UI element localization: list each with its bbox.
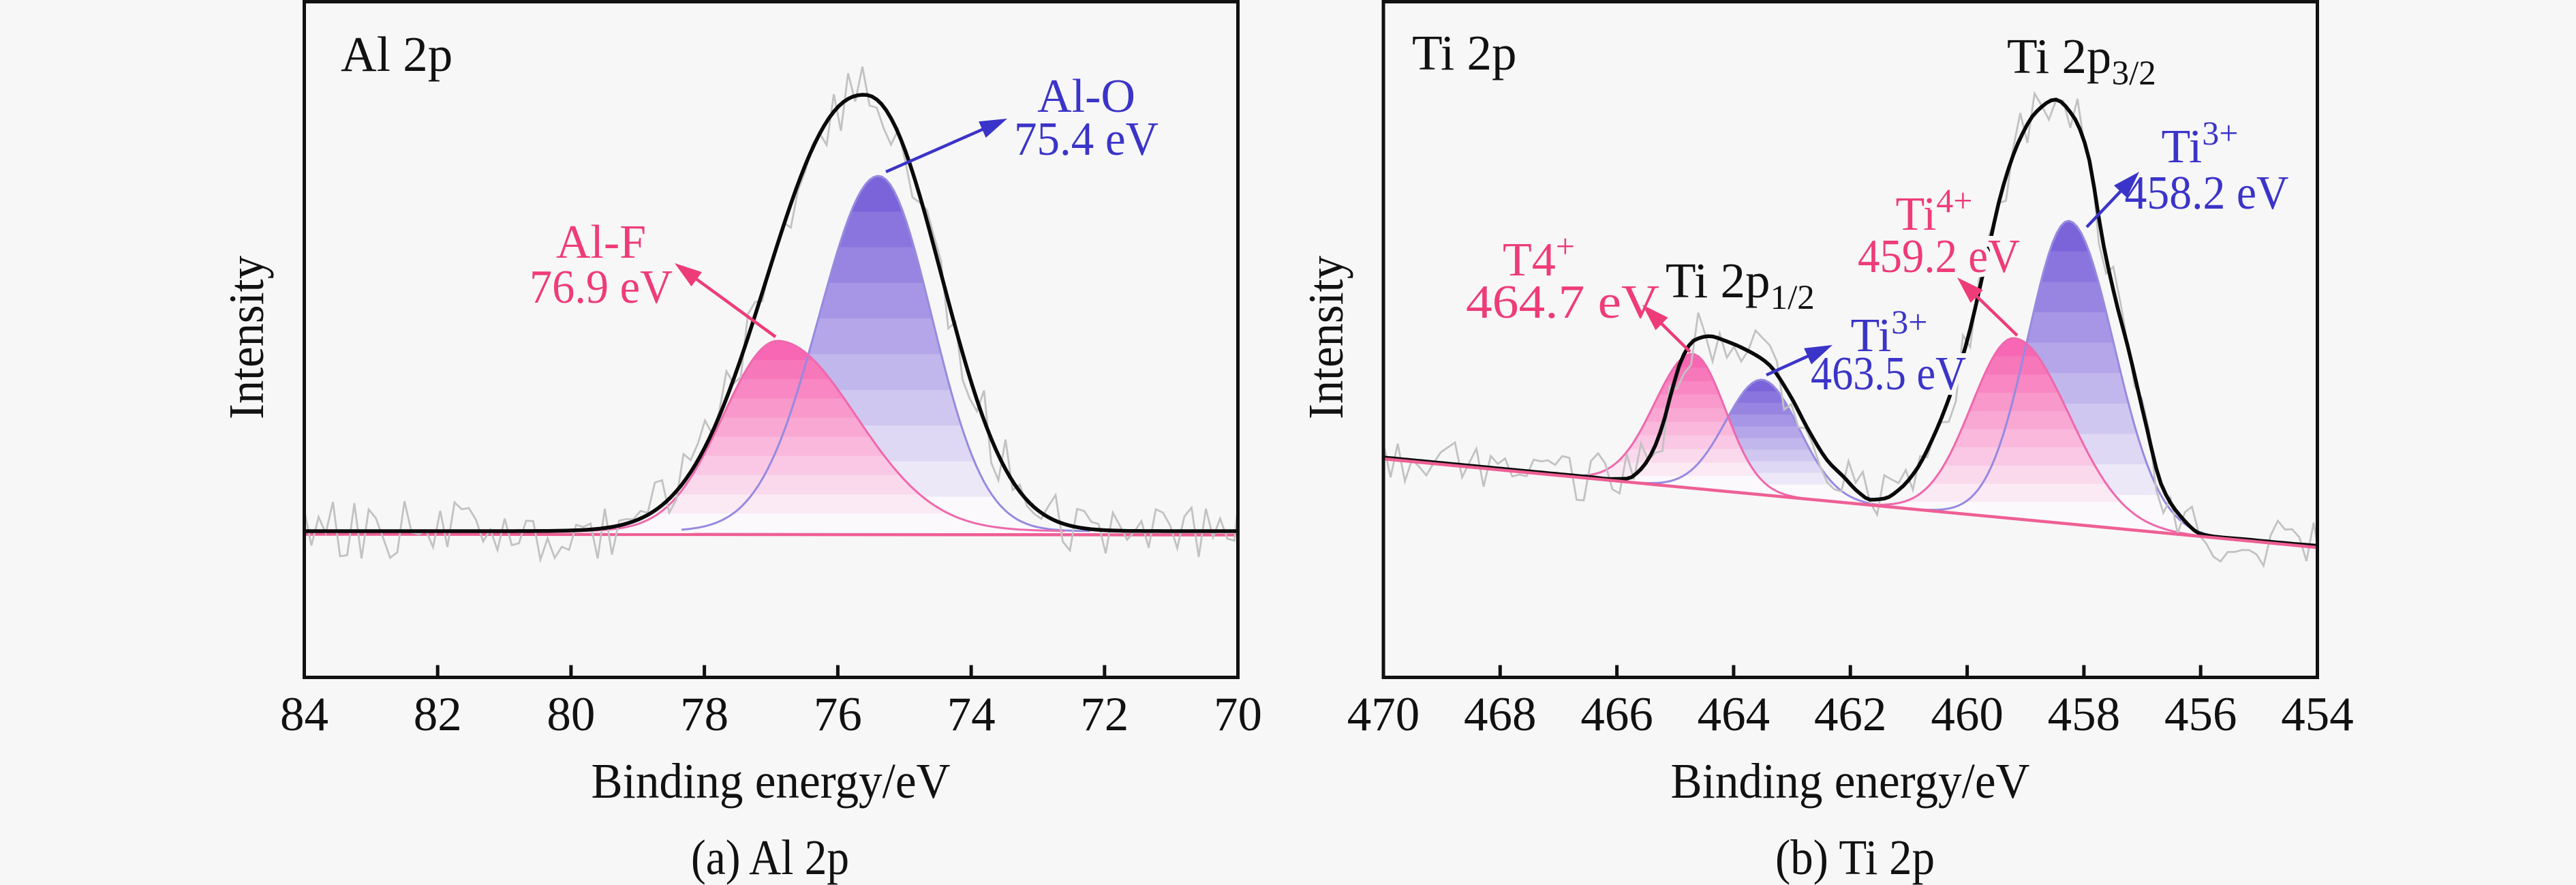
svg-text:458.2 eV: 458.2 eV bbox=[2125, 167, 2289, 220]
svg-text:(b) Ti 2p: (b) Ti 2p bbox=[1775, 830, 1935, 885]
svg-text:(a) Al 2p: (a) Al 2p bbox=[691, 830, 849, 885]
svg-text:Al-O: Al-O bbox=[1037, 70, 1135, 123]
svg-text:Al-F: Al-F bbox=[556, 216, 646, 269]
svg-text:74: 74 bbox=[947, 688, 996, 741]
svg-text:463.5 eV: 463.5 eV bbox=[1811, 348, 1966, 400]
svg-text:78: 78 bbox=[680, 688, 729, 741]
svg-text:Binding energy/eV: Binding energy/eV bbox=[1671, 753, 2030, 809]
svg-text:466: 466 bbox=[1580, 688, 1653, 741]
svg-text:84: 84 bbox=[280, 688, 328, 741]
svg-text:458: 458 bbox=[2048, 688, 2121, 741]
svg-text:468: 468 bbox=[1464, 688, 1537, 741]
svg-text:72: 72 bbox=[1080, 688, 1129, 741]
svg-text:Intensity: Intensity bbox=[1298, 256, 1353, 419]
svg-text:Ti 2p: Ti 2p bbox=[1412, 25, 1517, 80]
svg-text:454: 454 bbox=[2281, 688, 2354, 741]
svg-text:82: 82 bbox=[414, 688, 462, 741]
svg-text:Ti4+: Ti4+ bbox=[1896, 181, 1973, 241]
svg-text:459.2 eV: 459.2 eV bbox=[1858, 230, 2020, 283]
svg-text:464.7 eV: 464.7 eV bbox=[1466, 276, 1659, 329]
svg-text:76.9 eV: 76.9 eV bbox=[530, 261, 673, 314]
svg-text:462: 462 bbox=[1814, 688, 1887, 741]
svg-text:Intensity: Intensity bbox=[219, 256, 274, 419]
svg-text:460: 460 bbox=[1931, 688, 2004, 741]
svg-text:76: 76 bbox=[814, 688, 862, 741]
svg-text:Binding energy/eV: Binding energy/eV bbox=[592, 753, 951, 809]
svg-text:470: 470 bbox=[1347, 688, 1420, 741]
svg-text:464: 464 bbox=[1698, 688, 1770, 741]
svg-text:Al 2p: Al 2p bbox=[341, 27, 453, 82]
svg-text:75.4 eV: 75.4 eV bbox=[1014, 113, 1159, 166]
svg-text:Ti 2p3/2: Ti 2p3/2 bbox=[2007, 29, 2156, 93]
svg-text:80: 80 bbox=[547, 688, 595, 741]
svg-text:70: 70 bbox=[1214, 688, 1262, 741]
svg-text:456: 456 bbox=[2164, 688, 2237, 741]
